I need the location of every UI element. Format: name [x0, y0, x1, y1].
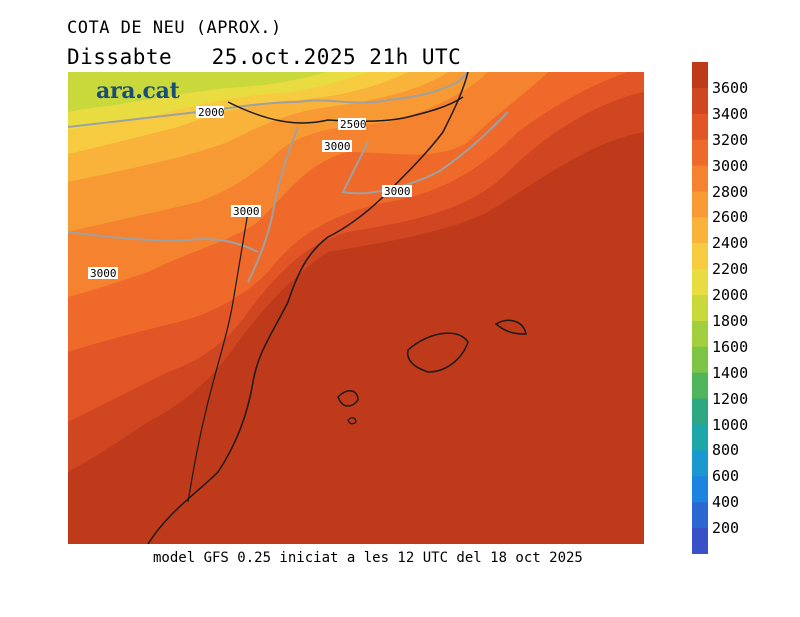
legend-swatch [692, 450, 708, 477]
legend-tick-label: 3400 [712, 104, 749, 123]
color-legend-svg [692, 62, 708, 555]
model-info: model GFS 0.25 iniciat a les 12 UTC del … [153, 550, 583, 566]
legend-tick-label: 2200 [712, 260, 749, 279]
band-1800 [68, 72, 328, 112]
day-label: Dissabte [67, 45, 173, 69]
legend-swatch [692, 424, 708, 451]
formentera-island [347, 417, 357, 425]
legend-tick-label: 400 [712, 493, 740, 512]
contour-label: 2500 [340, 118, 367, 131]
map-canvas: 2000 2500 3000 3000 3000 3000 [68, 72, 644, 544]
legend-tick-label: 1400 [712, 363, 749, 382]
legend-swatch [692, 502, 708, 529]
legend-swatch [692, 243, 708, 270]
legend-tick-label: 1600 [712, 337, 749, 356]
chart-subtitle: Dissabte 25.oct.2025 21h UTC [67, 45, 461, 69]
legend-swatch [692, 87, 708, 115]
legend-tick-label: 1800 [712, 311, 749, 330]
legend-tick-label: 2800 [712, 182, 749, 201]
legend-swatch [692, 191, 708, 218]
legend-swatch [692, 269, 708, 296]
legend-tick-label: 1000 [712, 415, 749, 434]
legend-tick-label: 3600 [712, 78, 749, 97]
legend-swatch [692, 476, 708, 503]
ibiza-island [337, 390, 359, 407]
legend-tick-label: 800 [712, 441, 740, 460]
legend-tick-label: 2400 [712, 234, 749, 253]
contour-label-group: 2000 2500 3000 3000 3000 3000 [88, 106, 412, 280]
contour-label: 3000 [324, 140, 351, 153]
contour-label: 3000 [233, 205, 260, 218]
legend-swatch [692, 113, 708, 141]
mallorca-island [406, 332, 469, 373]
border-line [68, 72, 469, 128]
legend-swatch [692, 346, 708, 374]
contour-label: 2000 [198, 106, 225, 119]
coastline [147, 72, 469, 544]
contour-label: 3000 [90, 267, 117, 280]
legend-tick-label: 600 [712, 467, 740, 486]
legend-swatch [692, 398, 708, 426]
legend-tick-label: 2000 [712, 286, 749, 305]
chart-title: COTA DE NEU (APROX.) [67, 18, 282, 38]
legend-tick-label: 200 [712, 519, 740, 538]
border-line [68, 231, 259, 253]
color-legend-bar [692, 62, 708, 555]
legend-swatch [692, 528, 708, 555]
coastline [187, 211, 249, 503]
legend-swatch [692, 62, 708, 89]
snow-level-map: 2000 2500 3000 3000 3000 3000 [68, 72, 644, 544]
legend-tick-label: 3200 [712, 130, 749, 149]
legend-tick-label: 2600 [712, 208, 749, 227]
menorca-island [494, 319, 527, 335]
ara-cat-logo: ara.cat [96, 78, 180, 104]
legend-swatch [692, 165, 708, 192]
legend-swatch [692, 295, 708, 322]
legend-swatch [692, 320, 708, 348]
legend-swatch [692, 217, 708, 244]
legend-tick-label: 3000 [712, 156, 749, 175]
legend-swatch [692, 139, 708, 167]
date-time-label: 25.oct.2025 21h UTC [211, 45, 462, 69]
legend-swatch [692, 372, 708, 400]
border-line [247, 126, 299, 283]
legend-tick-label: 1200 [712, 389, 749, 408]
contour-label: 3000 [384, 185, 411, 198]
